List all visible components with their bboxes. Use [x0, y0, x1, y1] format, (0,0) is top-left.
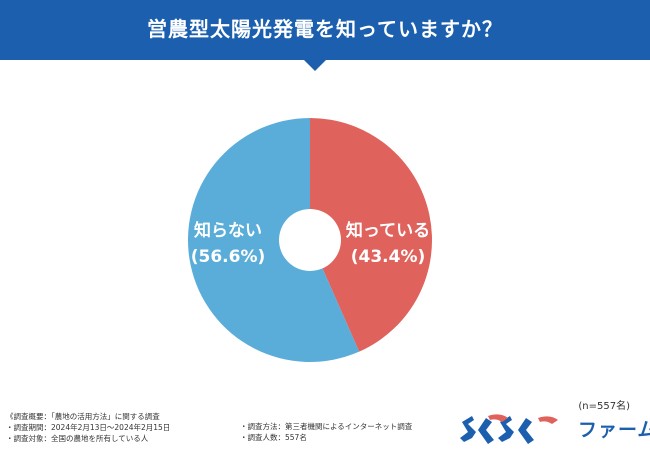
- pie-slice-unaware: [187, 118, 360, 362]
- slice-label-aware: 知っている: [345, 220, 430, 241]
- survey-note-count: ・調査人数：557名: [240, 433, 307, 442]
- brand-logo-text: ファーム: [578, 419, 650, 441]
- brand-logo-mark: [460, 414, 558, 444]
- pie-slice-aware: [310, 118, 432, 352]
- survey-note-target: ・調査対象：全国の農地を所有している人: [6, 434, 149, 443]
- survey-note-method: ・調査方法：第三者機関によるインターネット調査: [240, 422, 413, 431]
- survey-notes-left: 《調査概要：「農地の活用方法」に関する調査 ・調査期間：2024年2月13日〜2…: [6, 411, 170, 444]
- chart-title: 営農型太陽光発電を知っていますか？: [147, 17, 503, 41]
- slice-value-label-unaware: (56.6%): [191, 247, 266, 267]
- survey-notes-right: ・調査方法：第三者機関によるインターネット調査 ・調査人数：557名: [240, 421, 412, 443]
- slice-label-unaware: 知らない: [193, 220, 262, 241]
- header-pointer: [303, 59, 327, 71]
- survey-note-title: 《調査概要：「農地の活用方法」に関する調査: [6, 412, 160, 421]
- slice-value-label-aware: (43.4%): [351, 247, 426, 267]
- header-banner: [0, 0, 650, 60]
- survey-note-period: ・調査期間：2024年2月13日〜2024年2月15日: [6, 423, 171, 432]
- sample-size-label: (n=557名): [578, 401, 630, 412]
